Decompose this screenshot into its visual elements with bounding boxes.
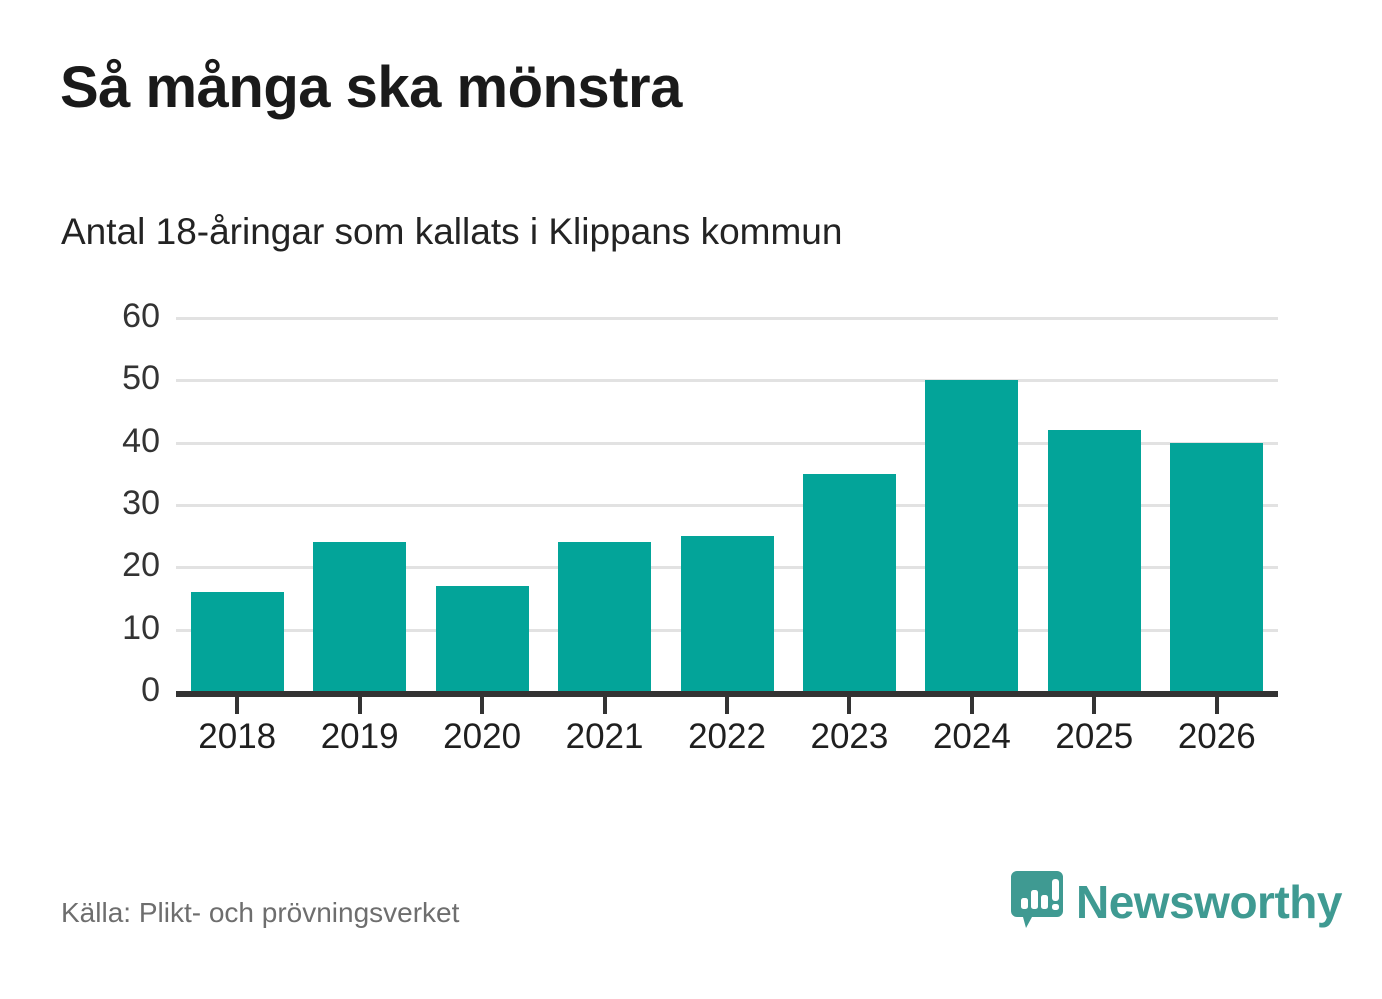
x-tick bbox=[1214, 697, 1219, 714]
logo-wordmark: Newsworthy bbox=[1076, 876, 1342, 928]
bar-series bbox=[176, 317, 1278, 692]
y-tick-label: 20 bbox=[122, 546, 160, 585]
chart-subtitle: Antal 18-åringar som kallats i Klippans … bbox=[61, 211, 843, 252]
x-tick-label: 2025 bbox=[1055, 717, 1134, 756]
x-tick-label: 2026 bbox=[1177, 717, 1256, 756]
bar[interactable] bbox=[802, 473, 896, 692]
x-tick bbox=[725, 697, 729, 714]
x-tick bbox=[480, 697, 485, 714]
x-tick bbox=[235, 697, 240, 714]
page-title: Så många ska mönstra bbox=[60, 55, 682, 120]
bar[interactable] bbox=[1170, 442, 1264, 692]
bar[interactable] bbox=[925, 380, 1019, 692]
x-tick-label: 2020 bbox=[443, 717, 522, 756]
bar[interactable] bbox=[558, 542, 652, 692]
gridline bbox=[176, 441, 1278, 445]
x-tick-label: 2022 bbox=[688, 717, 766, 756]
source-note: Källa: Plikt- och prövningsverket bbox=[61, 897, 460, 928]
y-tick-label: 30 bbox=[122, 484, 160, 522]
x-tick-label: 2023 bbox=[810, 717, 889, 756]
y-axis: 0 10 20 30 40 50 60 bbox=[40, 0, 160, 999]
x-tick bbox=[847, 697, 852, 714]
y-tick-label: 0 bbox=[141, 671, 160, 709]
gridline bbox=[176, 504, 1278, 507]
bar[interactable] bbox=[435, 586, 529, 692]
y-tick-label: 60 bbox=[122, 297, 160, 335]
x-tick bbox=[357, 697, 362, 714]
x-tick-label: 2019 bbox=[320, 717, 399, 756]
newsworthy-logo[interactable]: Newsworthy bbox=[1010, 870, 1342, 934]
x-tick-label: 2018 bbox=[198, 717, 277, 756]
bar[interactable] bbox=[313, 542, 407, 692]
bar[interactable] bbox=[680, 536, 774, 692]
x-tick bbox=[602, 697, 607, 714]
x-tick bbox=[969, 697, 974, 714]
gridline bbox=[176, 379, 1278, 383]
bar-chart-bubble-icon bbox=[1010, 870, 1064, 935]
x-axis-line bbox=[176, 691, 1278, 697]
bar[interactable] bbox=[1047, 430, 1141, 692]
y-tick-label: 10 bbox=[122, 608, 160, 647]
gridline bbox=[176, 317, 1278, 320]
x-tick bbox=[1092, 697, 1097, 714]
y-tick-label: 40 bbox=[122, 421, 160, 460]
bar[interactable] bbox=[190, 592, 284, 692]
x-tick-label: 2021 bbox=[565, 717, 644, 756]
y-tick-label: 50 bbox=[122, 359, 160, 398]
x-tick-label: 2024 bbox=[932, 717, 1011, 756]
